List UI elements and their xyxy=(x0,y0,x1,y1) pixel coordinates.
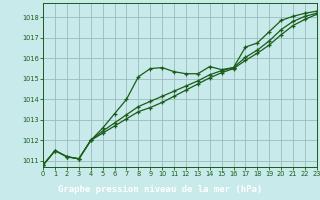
Text: Graphe pression niveau de la mer (hPa): Graphe pression niveau de la mer (hPa) xyxy=(58,185,262,194)
